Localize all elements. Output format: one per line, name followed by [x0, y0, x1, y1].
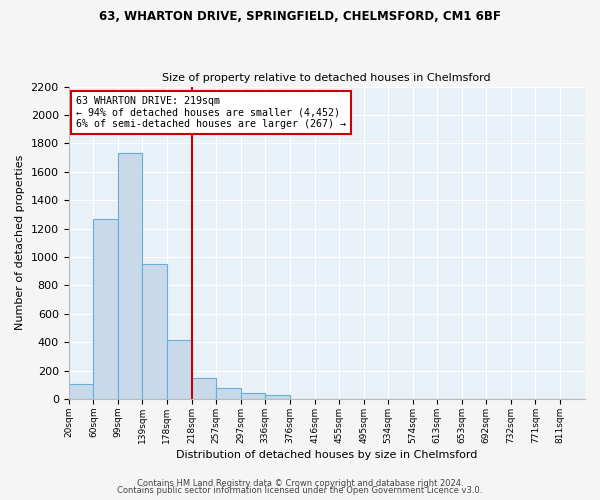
Text: Contains HM Land Registry data © Crown copyright and database right 2024.: Contains HM Land Registry data © Crown c…: [137, 478, 463, 488]
Bar: [265, 395, 290, 399]
Bar: [241, 392, 265, 399]
Text: 63, WHARTON DRIVE, SPRINGFIELD, CHELMSFORD, CM1 6BF: 63, WHARTON DRIVE, SPRINGFIELD, CHELMSFO…: [99, 10, 501, 23]
Bar: [191, 378, 216, 399]
Title: Size of property relative to detached houses in Chelmsford: Size of property relative to detached ho…: [163, 73, 491, 83]
Bar: [167, 340, 191, 399]
Bar: [216, 388, 241, 399]
Text: 63 WHARTON DRIVE: 219sqm
← 94% of detached houses are smaller (4,452)
6% of semi: 63 WHARTON DRIVE: 219sqm ← 94% of detach…: [76, 96, 346, 129]
Bar: [118, 154, 142, 399]
X-axis label: Distribution of detached houses by size in Chelmsford: Distribution of detached houses by size …: [176, 450, 478, 460]
Bar: [94, 218, 118, 399]
Text: Contains public sector information licensed under the Open Government Licence v3: Contains public sector information licen…: [118, 486, 482, 495]
Bar: [142, 264, 167, 399]
Bar: [68, 384, 94, 399]
Y-axis label: Number of detached properties: Number of detached properties: [15, 155, 25, 330]
